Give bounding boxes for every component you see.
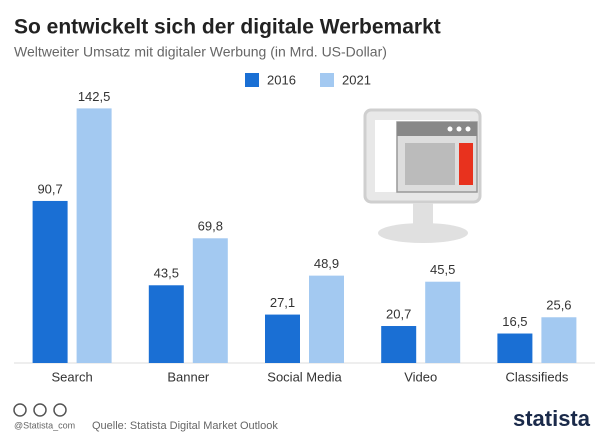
x-tick-label: Classifieds — [505, 369, 568, 384]
value-label: 20,7 — [386, 306, 411, 321]
monitor-icon — [363, 108, 482, 243]
value-label: 25,6 — [546, 298, 571, 313]
bar — [148, 285, 184, 363]
bar — [541, 317, 577, 363]
chart-title: So entwickelt sich der digitale Werbemar… — [14, 16, 441, 39]
bar — [497, 333, 533, 363]
bar — [381, 326, 417, 363]
chart-subtitle: Weltweiter Umsatz mit digitaler Werbung … — [14, 44, 387, 60]
bar — [192, 238, 228, 363]
bar — [32, 200, 68, 363]
footer — [13, 403, 67, 417]
x-tick-label: Search — [51, 369, 92, 384]
x-tick-label: Banner — [167, 369, 210, 384]
value-label: 27,1 — [270, 295, 295, 310]
value-label: 16,5 — [502, 314, 527, 329]
bar — [425, 281, 461, 363]
value-label: 45,5 — [430, 262, 455, 277]
bar — [265, 314, 300, 363]
bar — [76, 108, 112, 364]
legend-label: 2016 — [267, 72, 296, 87]
bar — [309, 275, 344, 363]
source: Quelle: Statista Digital Market Outlook — [92, 420, 278, 432]
legend-swatch — [320, 73, 334, 87]
value-label: 48,9 — [314, 256, 339, 271]
x-tick-label: Social Media — [267, 369, 342, 384]
brand-logo: statista — [513, 406, 591, 431]
value-label: 43,5 — [154, 266, 179, 281]
handle: @Statista_com — [14, 420, 75, 430]
value-label: 69,8 — [198, 219, 223, 234]
value-label: 90,7 — [37, 181, 62, 196]
legend-swatch — [245, 73, 259, 87]
x-tick-label: Video — [404, 369, 437, 384]
value-label: 142,5 — [78, 89, 111, 104]
legend-label: 2021 — [342, 72, 371, 87]
